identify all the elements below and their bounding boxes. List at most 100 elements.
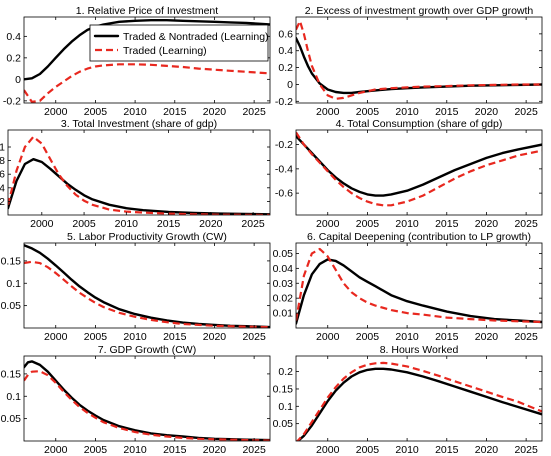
x-tick-label: 2010 [123, 331, 147, 343]
series-group [296, 361, 542, 441]
series-group [296, 131, 542, 207]
y-tick-label: 0.4 [278, 45, 293, 57]
series-line-traded [296, 131, 542, 207]
x-tick-label: 2000 [44, 444, 68, 456]
series-line-traded-nontraded [296, 367, 542, 441]
x-tick-label: 2025 [514, 331, 538, 343]
panel-title: 3. Total Investment (share of gdp) [61, 118, 217, 130]
panel-4: 4. Total Consumption (share of gdp) 2000 2… [275, 118, 543, 230]
y-tick-label: 0.8 [0, 155, 5, 167]
series-group [296, 20, 542, 100]
plot-frame [23, 16, 271, 104]
x-tick-label: 2000 [30, 218, 54, 230]
panel-2: 2. Excess of investment growth over GDP … [275, 5, 543, 118]
legend: Traded & Nontraded (Learning) Traded (Lea… [89, 24, 269, 62]
plot-frame [295, 16, 543, 104]
x-tick-label: 2025 [514, 218, 538, 230]
plot-frame [295, 129, 543, 216]
series-group [8, 135, 270, 215]
panel-1: 1. Relative Price of Investment 2000 2005 2… [3, 5, 271, 118]
y-tick-label: 0.03 [273, 278, 294, 290]
y-tick-label: 0.1 [278, 401, 293, 413]
series-group [24, 243, 270, 328]
y-tick-label: 0.4 [0, 182, 5, 194]
y-tick-label: 0.1 [6, 391, 21, 403]
x-tick-label: 2015 [435, 218, 459, 230]
y-tick-label: 0.15 [1, 368, 22, 380]
y-tick-label: 0.01 [273, 308, 294, 320]
plot-frame [23, 242, 271, 329]
y-tick-label: 0.15 [273, 383, 294, 395]
y-tick-label: -0.4 [275, 163, 293, 175]
panel-5: 5. Labor Productivity Growth (CW) 2000 200… [1, 231, 271, 343]
x-tick-label: 2025 [241, 218, 265, 230]
x-tick-label: 2015 [435, 331, 459, 343]
x-tick-label: 2015 [435, 444, 459, 456]
x-tick-label: 2005 [84, 331, 108, 343]
panel-3: 3. Total Investment (share of gdp) 2000 20… [0, 118, 271, 230]
x-tick-label: 2015 [435, 106, 459, 118]
x-tick-label: 2015 [163, 331, 187, 343]
x-tick-label: 2015 [163, 444, 187, 456]
x-tick-label: 2025 [242, 106, 266, 118]
series-group [296, 247, 542, 325]
series-group [24, 19, 270, 103]
panel-8: 8. Hours Worked 2000 2005 2010 2015 2020 2025 0… [273, 344, 543, 456]
x-tick-label: 2000 [316, 331, 340, 343]
panel-7: 7. GDP Growth (CW) 2000 2005 2010 2015 2020 20… [1, 344, 271, 456]
panel-title: 5. Labor Productivity Growth (CW) [67, 231, 227, 243]
legend-box [89, 24, 269, 62]
series-line-traded-nontraded [296, 258, 542, 325]
x-tick-label: 2015 [157, 218, 181, 230]
x-tick-label: 2000 [44, 106, 68, 118]
x-tick-label: 2010 [395, 106, 419, 118]
x-tick-label: 2000 [316, 444, 340, 456]
x-tick-label: 2000 [316, 106, 340, 118]
x-tick-label: 2020 [203, 106, 227, 118]
panel-6: 6. Capital Deepening (contribution to LP… [273, 231, 543, 343]
y-tick-label: 0.15 [1, 255, 22, 267]
y-tick-label: -0.2 [3, 95, 21, 107]
series-group [24, 360, 270, 441]
x-tick-label: 2015 [163, 106, 187, 118]
series-line-traded [24, 63, 270, 103]
y-tick-label: 0.2 [6, 52, 21, 64]
x-tick-label: 2010 [395, 444, 419, 456]
x-tick-label: 2005 [84, 444, 108, 456]
plot-frame [295, 242, 543, 329]
x-tick-label: 2020 [199, 218, 223, 230]
x-tick-label: 2005 [356, 444, 380, 456]
y-tick-label: 0.05 [1, 413, 22, 425]
series-line-traded-nontraded [296, 134, 542, 197]
x-tick-label: 2005 [356, 106, 380, 118]
x-tick-label: 2020 [475, 218, 499, 230]
y-tick-label: 1 [0, 142, 5, 154]
y-tick-label: -0.6 [275, 188, 293, 200]
x-tick-label: 2025 [242, 331, 266, 343]
x-tick-label: 2005 [72, 218, 96, 230]
series-line-traded-nontraded [24, 243, 270, 328]
legend-label-1: Traded & Nontraded (Learning) [123, 31, 269, 43]
x-tick-label: 2010 [395, 218, 419, 230]
panel-title: 8. Hours Worked [380, 344, 459, 356]
x-tick-label: 2010 [123, 106, 147, 118]
x-tick-label: 2025 [514, 106, 538, 118]
x-tick-label: 2000 [44, 331, 68, 343]
series-line-traded [8, 135, 270, 215]
y-tick-label: 0.2 [0, 196, 5, 208]
series-line-traded [24, 260, 270, 328]
y-tick-label: 0.6 [0, 169, 5, 181]
panel-title: 2. Excess of investment growth over GDP … [305, 5, 534, 17]
y-tick-label: 0.05 [273, 418, 294, 430]
panel-title: 7. GDP Growth (CW) [98, 344, 196, 356]
plot-frame [7, 129, 271, 216]
x-tick-label: 2020 [475, 331, 499, 343]
series-line-traded-nontraded [24, 19, 270, 81]
y-tick-label: 0.4 [6, 31, 21, 43]
y-tick-label: 0.05 [273, 248, 294, 260]
y-tick-label: 0.2 [278, 62, 293, 74]
y-tick-label: 0.1 [6, 278, 21, 290]
panel-title: 4. Total Consumption (share of gdp) [336, 118, 503, 130]
y-tick-label: 0.04 [273, 263, 294, 275]
